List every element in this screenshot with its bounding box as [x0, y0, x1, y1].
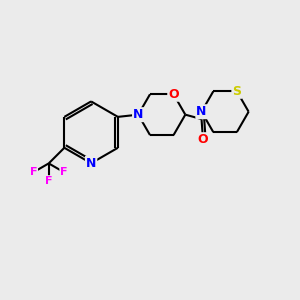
Text: F: F — [30, 167, 37, 177]
Text: N: N — [86, 157, 96, 170]
Text: S: S — [232, 85, 242, 98]
Text: F: F — [45, 176, 52, 186]
Text: N: N — [133, 108, 143, 121]
Text: N: N — [196, 105, 207, 118]
Text: F: F — [60, 167, 68, 177]
Text: O: O — [198, 133, 208, 146]
Text: O: O — [168, 88, 179, 101]
